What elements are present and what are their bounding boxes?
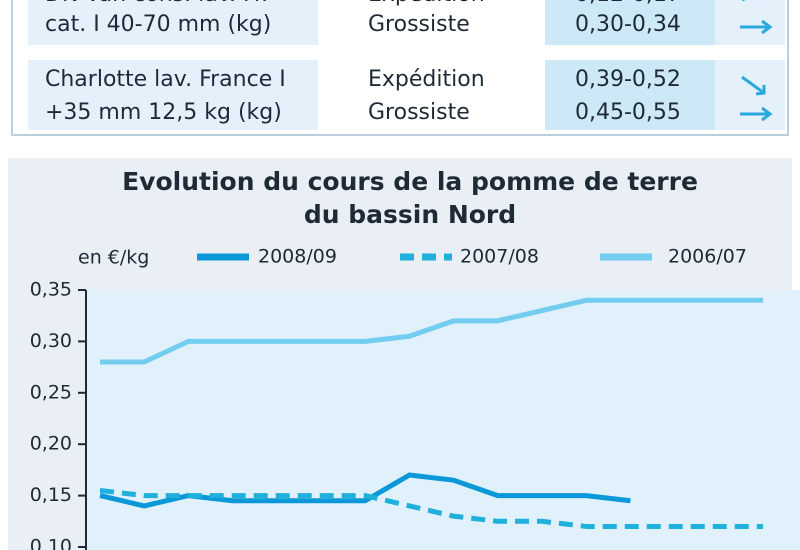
trend-arrows <box>740 0 773 122</box>
price-label: 0,39-0,52 <box>575 67 681 92</box>
legend-label: 2007/08 <box>460 246 539 268</box>
y-axis-label: en €/kg <box>78 247 149 269</box>
y-tick-label: 0,25 <box>30 381 72 403</box>
legend-label: 2008/09 <box>258 246 337 268</box>
cell-bg <box>28 0 318 45</box>
y-tick-label: 0,10 <box>30 536 72 550</box>
arrow-right <box>740 106 773 122</box>
product-label: cat. I 40-70 mm (kg) <box>45 12 271 37</box>
price-label: 0,45-0,55 <box>575 100 681 125</box>
stage-label: Grossiste <box>368 12 470 37</box>
y-tick-label: 0,30 <box>30 330 72 352</box>
product-label: Charlotte lav. France I <box>45 67 286 92</box>
stage-label: Expédition <box>368 67 485 92</box>
cell-bg <box>715 0 785 45</box>
y-tick-label: 0,20 <box>30 433 72 455</box>
stage-label: Expédition <box>368 0 485 7</box>
plot-area <box>86 290 800 550</box>
arrow-down <box>741 75 766 96</box>
product-label: +35 mm 12,5 kg (kg) <box>45 100 282 125</box>
stage-label: Grossiste <box>368 100 470 125</box>
arrow-right <box>740 19 773 35</box>
legend-label: 2006/07 <box>668 246 747 268</box>
chart-title: du bassin Nord <box>304 200 516 229</box>
cell-bg <box>545 60 715 130</box>
price-label: 0,30-0,34 <box>575 12 681 37</box>
series-line <box>100 297 763 365</box>
y-tick-label: 0,15 <box>30 484 72 506</box>
cell-bg <box>28 60 318 130</box>
cell-bg <box>715 60 785 130</box>
series-line <box>99 487 763 529</box>
price-label: 0,12-0,17 <box>575 0 681 7</box>
y-tick-label: 0,35 <box>30 279 72 301</box>
cell-bg <box>545 0 715 45</box>
chart-title: Evolution du cours de la pomme de terre <box>122 167 698 196</box>
product-label: DN Van cons. lav. Fr. <box>45 0 268 7</box>
